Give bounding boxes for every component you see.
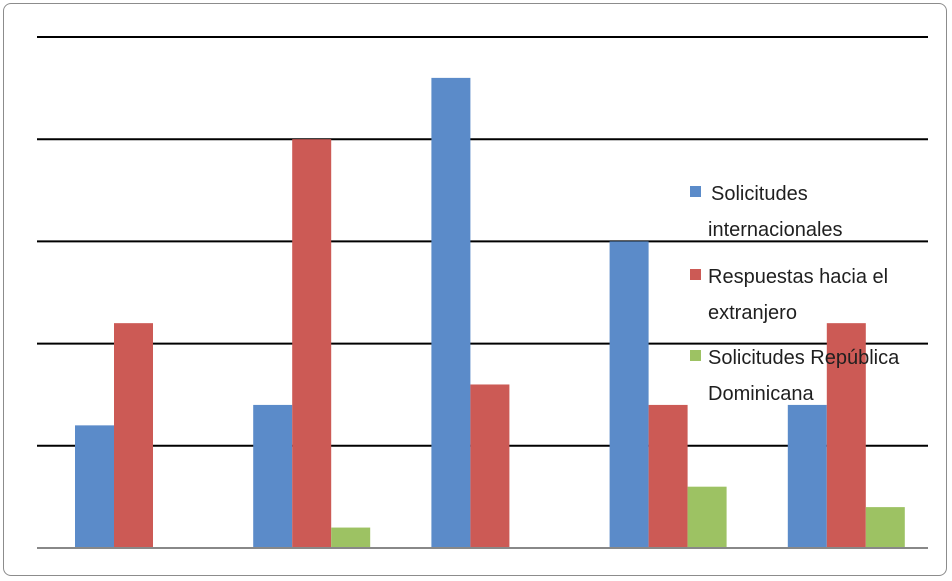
- bar-series-0-category-2: [431, 77, 471, 548]
- bar-series-2-category-4: [865, 507, 905, 548]
- bar-series-1-category-2: [470, 384, 510, 548]
- legend-label-1-line-1: Respuestas hacia el: [708, 266, 888, 288]
- bars: [75, 77, 905, 548]
- bar-series-1-category-3: [648, 404, 688, 548]
- legend-label-1-line-2: extranjero: [708, 302, 797, 324]
- legend-swatch-1: [690, 269, 701, 280]
- legend-swatch-2: [690, 350, 701, 361]
- bar-series-0-category-0: [75, 425, 114, 548]
- bar-series-1-category-1: [292, 139, 332, 548]
- legend-label-2-line-2: Dominicana: [708, 383, 814, 405]
- legend: Solicitudes internacionales Respuestas h…: [690, 183, 900, 405]
- legend-label-0-line-2: internacionales: [708, 219, 843, 241]
- bar-series-0-category-4: [787, 404, 827, 548]
- bar-series-2-category-3: [687, 486, 727, 548]
- bar-series-1-category-4: [826, 323, 866, 548]
- bar-series-0-category-3: [609, 241, 649, 548]
- legend-label-2-line-1: Solicitudes República: [708, 347, 900, 369]
- legend-swatch-0: [690, 186, 701, 197]
- legend-label-0-line-1: Solicitudes: [711, 183, 808, 205]
- bar-series-2-category-1: [331, 527, 371, 548]
- bar-series-1-category-0: [114, 323, 153, 548]
- bar-series-0-category-1: [253, 404, 293, 548]
- gridlines: [37, 36, 928, 447]
